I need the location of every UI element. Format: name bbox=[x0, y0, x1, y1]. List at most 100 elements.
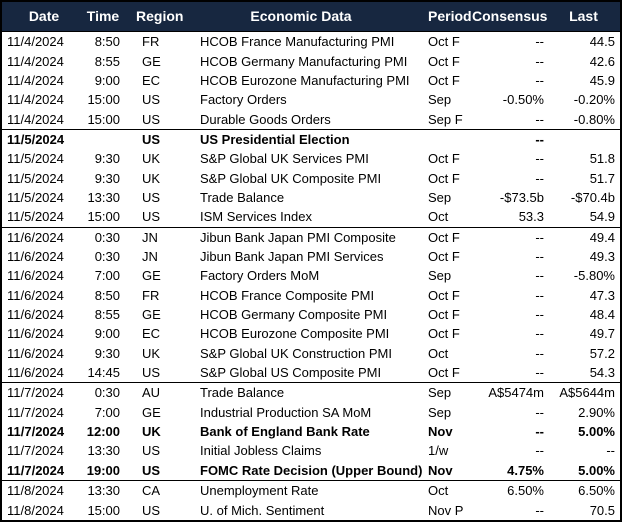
cell-date: 11/6/2024 bbox=[7, 287, 64, 303]
cell-consensus: -- bbox=[535, 111, 544, 127]
cell-event: Trade Balance bbox=[200, 189, 285, 205]
cell-consensus: -$73.5b bbox=[499, 189, 544, 205]
cell-last: 44.5 bbox=[589, 34, 615, 50]
cell-period: Sep bbox=[428, 189, 452, 205]
cell-time: 19:00 bbox=[86, 462, 120, 478]
cell-last: -0.80% bbox=[573, 111, 615, 127]
cell-consensus: -- bbox=[535, 287, 544, 303]
cell-consensus: -- bbox=[535, 151, 544, 167]
cell-date: 11/6/2024 bbox=[7, 249, 64, 265]
cell-last: -0.20% bbox=[573, 92, 615, 108]
cell-consensus: -- bbox=[535, 326, 544, 342]
cell-date: 11/6/2024 bbox=[7, 364, 64, 380]
cell-period: Oct F bbox=[428, 364, 460, 380]
cell-region: EC bbox=[142, 72, 161, 88]
cell-event: Factory Orders bbox=[200, 92, 287, 108]
cell-consensus: -- bbox=[472, 226, 547, 247]
cell-last: 57.2 bbox=[589, 345, 615, 361]
cell-region: JN bbox=[142, 249, 158, 265]
cell-region: UK bbox=[142, 151, 161, 167]
table-row: 11/4/2024 9:00 EC HCOB Eurozone Manufacturi… bbox=[2, 71, 620, 90]
cell-last: 54.3 bbox=[589, 364, 615, 380]
table-row: 11/5/2024 9:30 UK S&P Global UK Composite P… bbox=[2, 169, 620, 188]
cell-last: 70.5 bbox=[589, 502, 615, 518]
cell-time: 7:00 bbox=[94, 268, 120, 284]
cell-region: FR bbox=[142, 287, 160, 303]
cell-date: 11/7/2024 bbox=[7, 404, 64, 420]
cell-last: 6.50% bbox=[547, 479, 620, 501]
cell-region: US bbox=[142, 92, 161, 108]
cell-event: US Presidential Election bbox=[180, 128, 422, 150]
cell-time: 8:55 bbox=[94, 307, 120, 322]
cell-date: 11/8/2024 bbox=[7, 502, 64, 518]
cell-event: S&P Global US Composite PMI bbox=[200, 364, 382, 380]
cell-region: EC bbox=[142, 326, 161, 342]
cell-consensus: -- bbox=[535, 424, 544, 440]
cell-date: 11/6/2024 bbox=[7, 268, 64, 284]
table-row: 11/7/2024 7:00 GE Industrial Production SA … bbox=[2, 403, 620, 422]
cell-region: US bbox=[120, 128, 180, 150]
cell-time: 15:00 bbox=[87, 111, 120, 127]
cell-period: Oct bbox=[428, 209, 449, 225]
cell-event: HCOB Germany Composite PMI bbox=[200, 307, 388, 322]
header-cell-consensus: Consensus bbox=[472, 2, 547, 32]
cell-region: US bbox=[142, 209, 161, 225]
cell-event: HCOB Eurozone Composite PMI bbox=[200, 326, 390, 342]
table-row: 11/5/2024 US US Presidential Election -- bbox=[2, 128, 620, 150]
cell-date: 11/5/2024 bbox=[2, 128, 86, 150]
cell-event: Trade Balance bbox=[180, 382, 422, 403]
cell-period: Oct F bbox=[428, 72, 460, 88]
table-row: 11/6/2024 8:50 FR HCOB France Composite PMI… bbox=[2, 286, 620, 305]
calendar-body: 11/4/2024 8:50 FR HCOB France Manufacturing… bbox=[2, 32, 620, 521]
cell-period: Oct bbox=[428, 345, 449, 361]
table-row: 11/7/2024 0:30 AU Trade Balance Sep A$5474m A$… bbox=[2, 382, 620, 403]
cell-last: 5.00% bbox=[578, 424, 615, 440]
cell-period: Oct F bbox=[428, 307, 460, 322]
table-row: 11/8/2024 15:00 US U. of Mich. Sentiment Nov… bbox=[2, 500, 620, 520]
cell-last: 49.3 bbox=[589, 249, 615, 265]
cell-date: 11/6/2024 bbox=[7, 307, 64, 322]
table-row: 11/5/2024 13:30 US Trade Balance Sep -$73.5b -… bbox=[2, 188, 620, 207]
cell-region: GE bbox=[142, 268, 161, 284]
cell-event: HCOB France Manufacturing PMI bbox=[200, 34, 395, 50]
cell-date: 11/6/2024 bbox=[7, 345, 64, 361]
cell-last: 49.4 bbox=[547, 226, 620, 247]
cell-date: 11/7/2024 bbox=[7, 443, 64, 459]
cell-time: 15:00 bbox=[87, 209, 120, 225]
cell-consensus: -- bbox=[535, 502, 544, 518]
cell-date: 11/4/2024 bbox=[7, 111, 64, 127]
cell-time: 14:45 bbox=[87, 364, 120, 380]
cell-region: UK bbox=[142, 345, 161, 361]
cell-last: 45.9 bbox=[589, 72, 615, 88]
cell-consensus: 4.75% bbox=[507, 462, 544, 478]
table-row: 11/8/2024 13:30 CA Unemployment Rate Oct 6.50… bbox=[2, 479, 620, 501]
cell-event: HCOB Germany Manufacturing PMI bbox=[200, 53, 408, 69]
cell-last: 2.90% bbox=[578, 404, 615, 420]
cell-event: Industrial Production SA MoM bbox=[200, 404, 372, 420]
cell-consensus: -0.50% bbox=[502, 92, 544, 108]
cell-time: 15:00 bbox=[87, 92, 120, 108]
cell-time: 7:00 bbox=[94, 404, 120, 420]
cell-date: 11/7/2024 bbox=[7, 462, 65, 478]
cell-time: 8:55 bbox=[94, 53, 120, 69]
table-row: 11/4/2024 15:00 US Factory Orders Sep -0.50% -… bbox=[2, 90, 620, 109]
cell-event: U. of Mich. Sentiment bbox=[200, 502, 325, 518]
cell-consensus: -- bbox=[535, 364, 544, 380]
table-row: 11/4/2024 8:50 FR HCOB France Manufacturing… bbox=[2, 32, 620, 52]
cell-date: 11/7/2024 bbox=[7, 424, 65, 440]
cell-time: 8:50 bbox=[94, 34, 120, 50]
cell-last: 54.9 bbox=[589, 209, 615, 225]
cell-consensus: 53.3 bbox=[518, 209, 544, 225]
cell-date: 11/4/2024 bbox=[7, 34, 64, 50]
table-row: 11/5/2024 9:30 UK S&P Global UK Services PM… bbox=[2, 149, 620, 168]
cell-date: 11/4/2024 bbox=[7, 72, 64, 88]
cell-region: US bbox=[142, 502, 161, 518]
cell-last: -- bbox=[606, 443, 615, 459]
cell-period: Nov bbox=[428, 424, 453, 440]
header-cell-time: Time bbox=[86, 2, 120, 32]
table-row: 11/6/2024 0:30 JN Jibun Bank Japan PMI Serv… bbox=[2, 247, 620, 266]
cell-event: S&P Global UK Services PMI bbox=[200, 151, 369, 167]
cell-last: 49.7 bbox=[589, 326, 615, 342]
header-cell-last: Last bbox=[547, 2, 620, 32]
